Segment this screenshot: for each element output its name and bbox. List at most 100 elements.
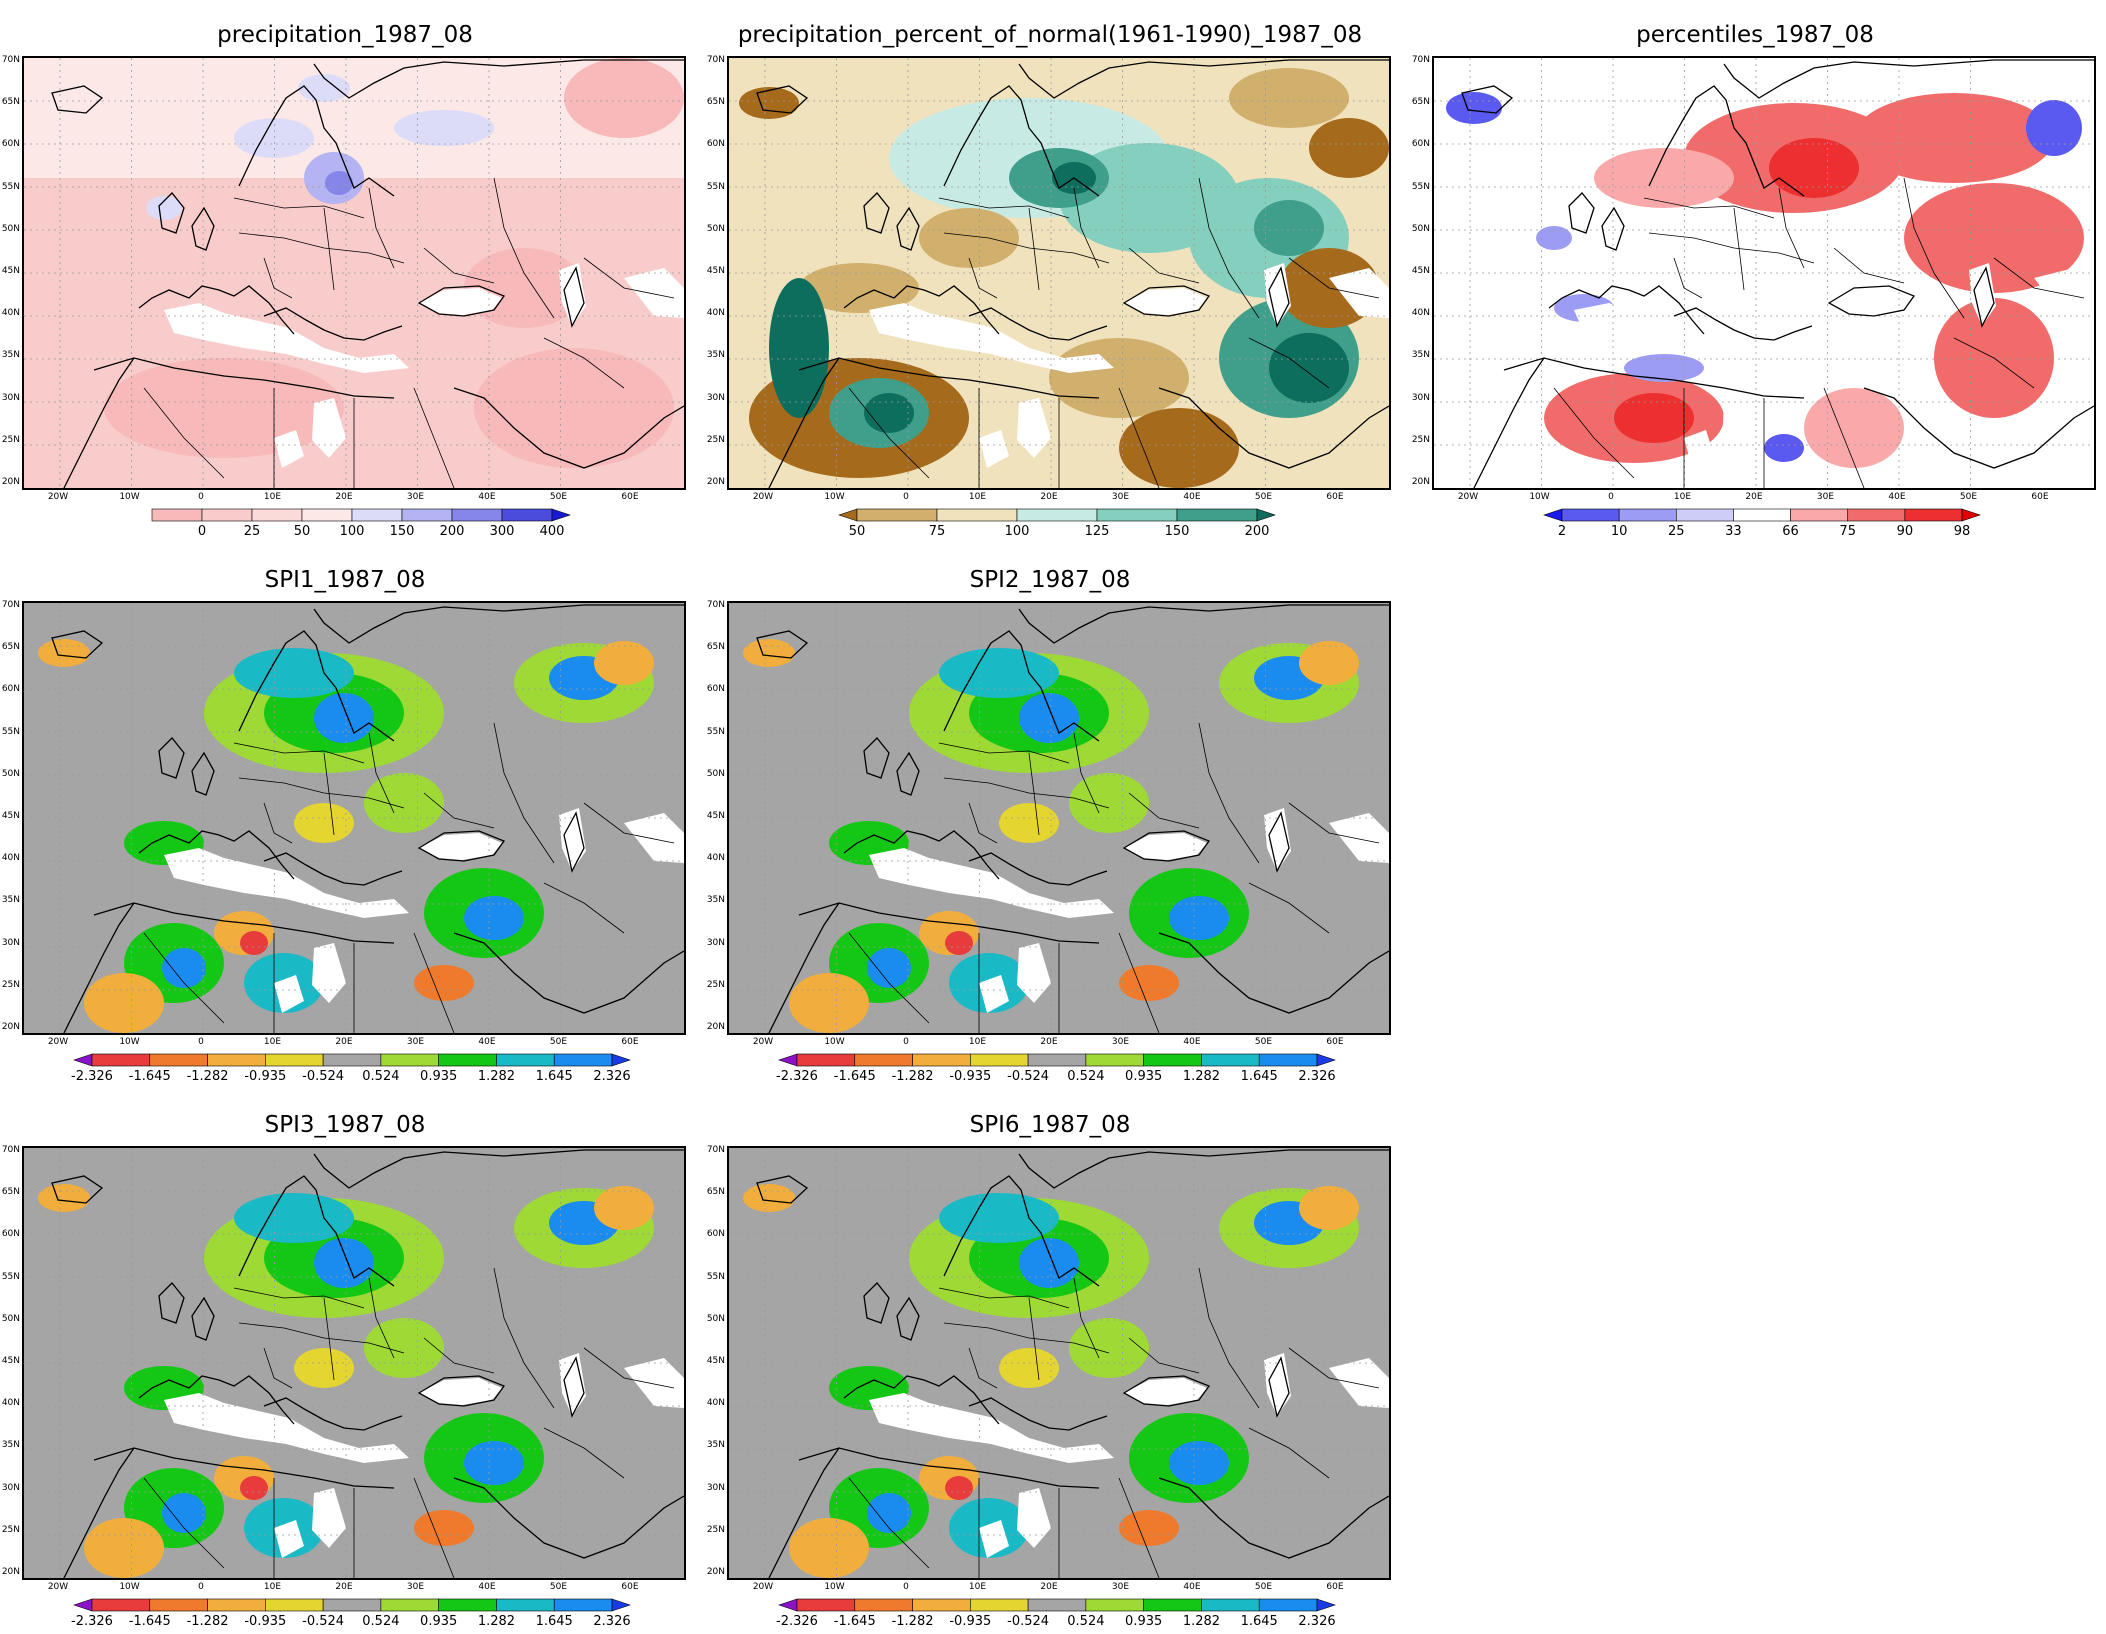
coastline xyxy=(756,1175,809,1204)
country-border xyxy=(143,1477,225,1569)
colorbar-tick-label: 125 xyxy=(1084,524,1110,539)
colorbar-segment xyxy=(856,508,938,522)
coastline xyxy=(756,630,809,659)
colorbar-segment xyxy=(1027,1598,1087,1612)
longitude-tick-label: 20W xyxy=(47,492,69,502)
coastline xyxy=(263,852,403,886)
latitude-tick-label: 55N xyxy=(1,181,20,192)
latitude-axis: 70N 65N 60N 55N 50N 45N 40N 35N 30N 25N 20N xyxy=(0,600,20,1032)
coastline xyxy=(1601,206,1625,251)
latitude-tick-label: 60N xyxy=(706,1229,725,1240)
latitude-tick-label: 35N xyxy=(706,895,725,906)
longitude-tick-label: 20W xyxy=(752,1037,774,1047)
field-contour xyxy=(1119,1510,1179,1546)
latitude-tick-label: 20N xyxy=(706,477,725,487)
country-border xyxy=(1953,337,2035,389)
latitude-tick-label: 35N xyxy=(1,350,20,361)
no-data-region xyxy=(979,975,1009,1013)
longitude-tick-label: 50E xyxy=(1959,492,1978,502)
coastline xyxy=(417,1375,506,1407)
country-border xyxy=(368,732,395,814)
field-contour xyxy=(1299,641,1359,685)
coastline xyxy=(968,1397,1108,1431)
latitude-tick-label: 60N xyxy=(1411,139,1430,150)
longitude-axis: 20W 10W 0 10E 20E 30E 40E 50E 60E xyxy=(22,1582,682,1596)
latitude-tick-label: 35N xyxy=(1411,350,1430,361)
latitude-tick-label: 70N xyxy=(706,1145,725,1155)
latitude-tick-label: 20N xyxy=(1,1022,20,1032)
country-border xyxy=(1833,247,1905,284)
country-border xyxy=(233,1287,365,1309)
country-border xyxy=(968,1347,998,1389)
longitude-tick-label: 0 xyxy=(198,492,204,502)
country-border xyxy=(1073,732,1100,814)
colorbar-tick-label: 0.524 xyxy=(362,1069,400,1084)
no-data-region xyxy=(1722,398,1756,458)
field-contour xyxy=(864,393,914,433)
colorbar: -2.326 -1.645 -1.282 -0.935 -0.524 0.524 0.935… xyxy=(776,1053,1336,1089)
no-data-region xyxy=(1264,263,1291,326)
country-border xyxy=(1118,932,1160,1033)
longitude-axis: 20W 10W 0 10E 20E 30E 40E 50E 60E xyxy=(22,1037,682,1051)
latitude-tick-label: 45N xyxy=(1,1356,20,1366)
colorbar-tick-label: 1.282 xyxy=(1182,1069,1221,1084)
field-contour xyxy=(294,1348,354,1388)
latitude-axis: 70N 65N 60N 55N 50N 45N 40N 35N 30N 25N 20N xyxy=(0,1145,20,1577)
longitude-axis: 20W 10W 0 10E 20E 30E 40E 50E 60E xyxy=(22,492,682,506)
latitude-tick-label: 25N xyxy=(706,979,725,990)
colorbar-segment xyxy=(322,1053,382,1067)
country-border xyxy=(143,387,225,479)
no-data-region xyxy=(1017,398,1051,458)
field-contour xyxy=(799,263,919,313)
colorbar-segment xyxy=(854,1053,913,1067)
country-border xyxy=(238,232,405,264)
colorbar-tick-label: 1.645 xyxy=(1240,1069,1278,1084)
field-contour xyxy=(464,896,524,940)
colorbar-high-triangle xyxy=(611,1053,631,1067)
colorbar-segment xyxy=(380,1598,439,1612)
colorbar-low-triangle xyxy=(838,508,858,522)
longitude-tick-label: 40E xyxy=(478,492,496,502)
map-frame xyxy=(22,601,686,1035)
longitude-tick-label: 40E xyxy=(478,1582,496,1592)
longitude-tick-label: 60E xyxy=(2031,492,2049,502)
coastline xyxy=(1548,285,1705,335)
colorbar-segment xyxy=(1790,508,1849,522)
colorbar-segment xyxy=(322,1598,382,1612)
field-contour xyxy=(1019,693,1079,743)
colorbar-segment xyxy=(1675,508,1734,522)
coastline xyxy=(563,266,585,328)
colorbar-tick-label: 0 xyxy=(197,524,207,539)
colorbar-segment xyxy=(553,1053,613,1067)
field-contour xyxy=(104,358,344,458)
country-border xyxy=(943,777,1110,809)
longitude-tick-label: 50E xyxy=(1254,1037,1273,1047)
colorbar-tick-label: -2.326 xyxy=(71,1614,113,1629)
map-panel-percentiles: percentiles_1987_08 70N 65N 60N 55N 50N 45N 40N… xyxy=(1410,0,2100,540)
latitude-tick-label: 70N xyxy=(1,55,20,65)
colorbar-swatches xyxy=(73,1598,631,1612)
longitude-axis: 20W 10W 0 10E 20E 30E 40E 50E 60E xyxy=(727,492,1387,506)
latitude-tick-label: 25N xyxy=(706,1524,725,1535)
coastline xyxy=(1158,932,1389,1014)
coastline xyxy=(313,604,684,644)
colorbar-segment xyxy=(91,1598,151,1612)
latitude-tick-label: 20N xyxy=(1,1567,20,1577)
no-data-region xyxy=(1329,813,1389,863)
country-border xyxy=(1248,1427,1330,1479)
longitude-tick-label: 50E xyxy=(549,1037,568,1047)
field-contour xyxy=(364,773,444,833)
no-data-region xyxy=(624,1358,684,1408)
map-canvas xyxy=(24,603,684,1033)
field-contour xyxy=(84,973,164,1033)
colorbar-tick-label: -0.524 xyxy=(302,1614,345,1629)
country-border xyxy=(1248,882,1330,934)
colorbar-low-triangle xyxy=(778,1598,798,1612)
coastline xyxy=(863,192,890,234)
latitude-tick-label: 70N xyxy=(1,1145,20,1155)
country-border xyxy=(238,777,405,809)
colorbar-segment xyxy=(1176,508,1258,522)
latitude-tick-label: 30N xyxy=(706,937,725,948)
country-border xyxy=(1553,387,1635,479)
no-data-region xyxy=(274,1520,304,1558)
